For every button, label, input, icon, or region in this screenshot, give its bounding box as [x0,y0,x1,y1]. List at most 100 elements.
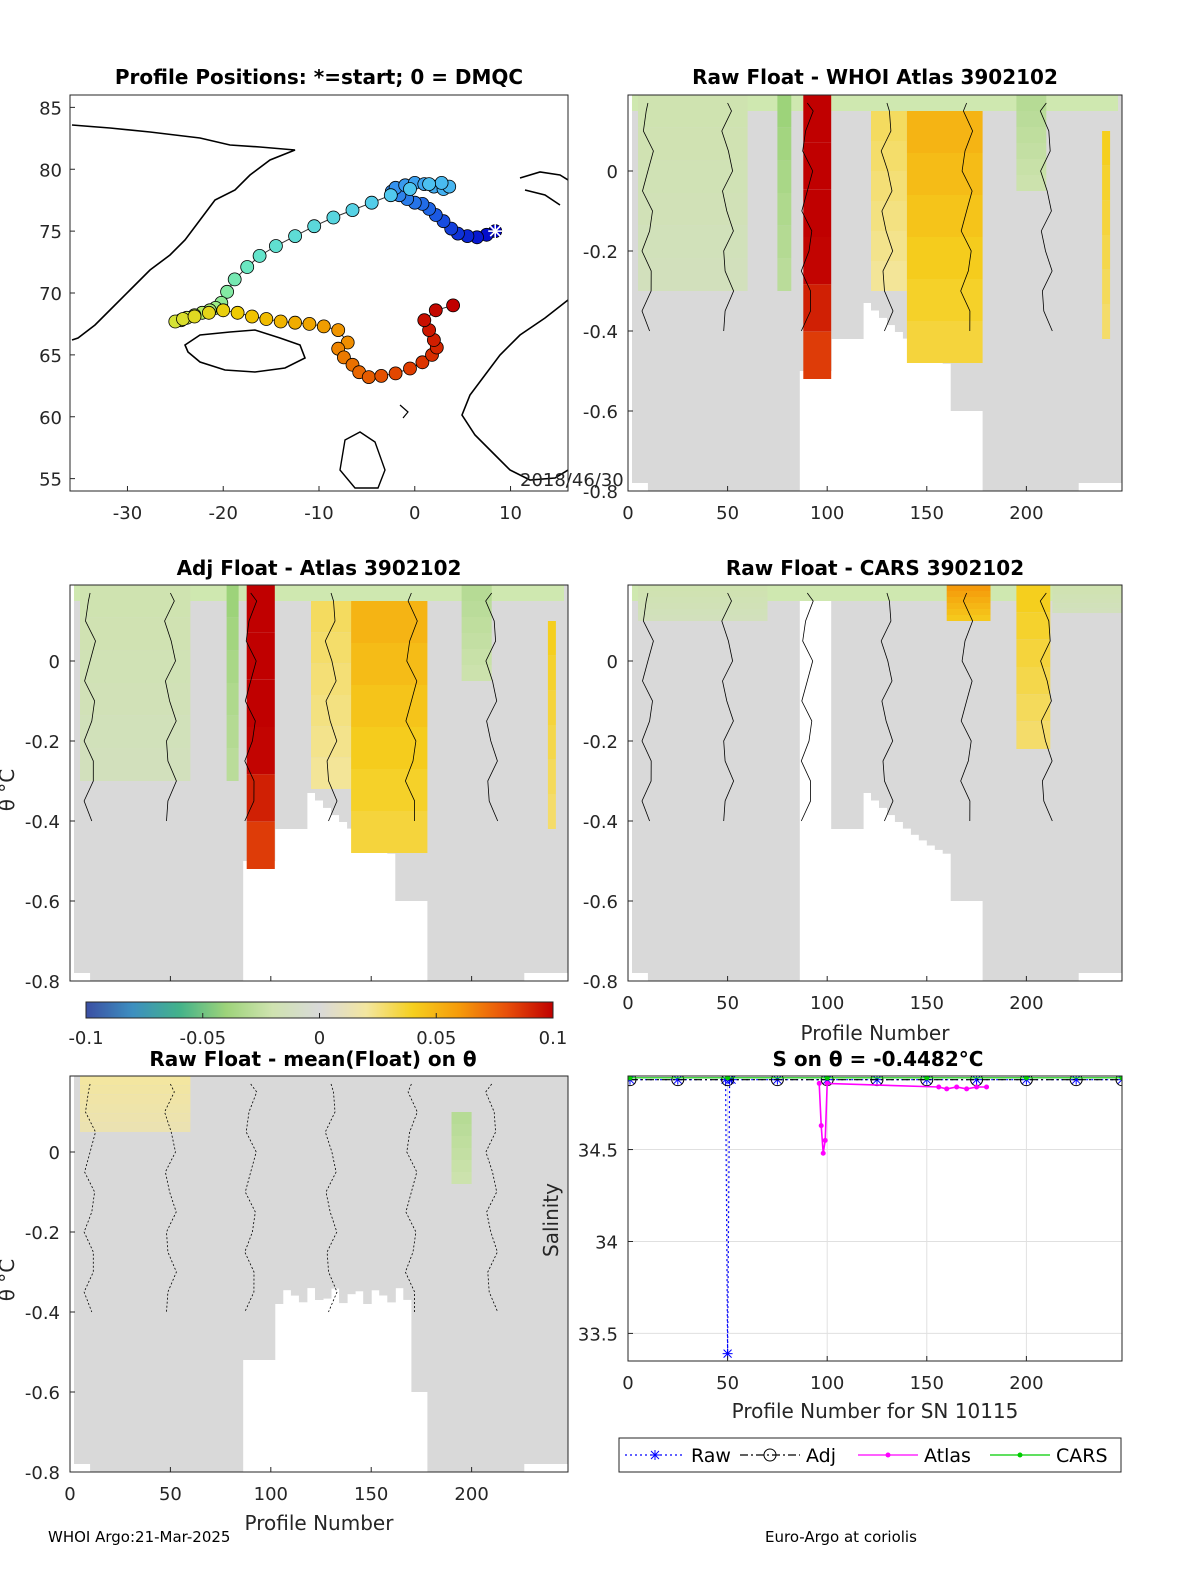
contour-line [800,592,814,822]
ytick-label: -0.6 [25,1383,60,1404]
heatmap-cell [226,617,239,651]
heatmap-cell [226,585,236,981]
profile-point [288,229,303,244]
heatmap-cell [638,193,748,226]
heatmap-cell [162,1076,171,1472]
heatmap-cell [419,1076,428,1392]
profile-point [307,219,322,234]
heatmap-cell [1016,585,1051,613]
heatmap-cell [982,585,992,981]
heatmap-cell [351,643,428,685]
salinity-title: S on θ = -0.4482°C [773,1047,984,1071]
heatmap-cell [655,95,665,491]
profile-point [446,298,461,313]
raw-cars-xlabel: Profile Number [801,1021,951,1045]
legend-marker-adj [763,1448,777,1462]
heatmap-cell [226,683,239,716]
heatmap-cell [1102,235,1111,270]
heatmap-cell [363,1076,372,1304]
heatmap-cell [451,1148,472,1160]
heatmap-cell [871,201,907,231]
map-ytick-label: 85 [39,98,62,119]
heatmap-cell [282,585,292,829]
heatmap-cell [831,95,840,339]
heatmap-cell [906,111,983,153]
legend-marker-raw [650,1450,660,1460]
series-point-atlas [816,1080,822,1086]
heatmap-cell [647,585,657,981]
series-point-atlas [936,1084,942,1090]
heatmap-cell [395,1076,404,1289]
heatmap-cell [871,585,880,801]
legend-label: CARS [1056,1445,1108,1467]
profile-point [273,314,288,329]
heatmap-cell [855,95,864,339]
heatmap-cell [499,585,509,981]
heatmap-cell [234,1076,244,1472]
xtick-label: 150 [910,503,944,524]
heatmap-cell [1052,594,1122,599]
heatmap-cell [783,95,792,491]
heatmap-cell [451,1172,472,1184]
heatmap-cell [371,1076,380,1291]
profile-point [201,305,216,320]
ytick-label: -0.4 [25,812,60,833]
heatmap-cell [863,585,872,793]
heatmap-cell [250,1076,260,1360]
heatmap-cell [435,585,444,981]
heatmap-cell [339,1076,348,1304]
heatmap-cell [777,258,792,291]
profile-point [240,260,255,274]
heatmap-cell [863,95,872,303]
heatmap-cell [122,585,131,981]
heatmap-cell [1016,667,1051,695]
heatmap-cell [775,585,784,981]
heatmap-cell [202,1076,211,1472]
ytick-label: -0.8 [25,1463,60,1484]
profile-point [434,175,449,190]
xtick-label: 200 [1009,503,1043,524]
heatmap-cell [1016,143,1047,159]
heatmap-cell [918,585,928,841]
heatmap-cell [547,655,556,691]
heatmap-cell [443,585,452,981]
heatmap-cell [547,690,556,725]
profile-point [259,312,274,326]
contour-line [485,1083,499,1313]
xtick-label: 200 [454,1484,488,1505]
profile-point [302,316,317,331]
heatmap-cell [803,331,832,379]
heatmap-cell [114,585,123,981]
series-point-atlas [964,1086,970,1092]
series-point-adj [1115,1076,1122,1087]
heatmap-cell [351,685,428,727]
salinity-ticks: 0 50 100 150 200 33.5 34 34.5 [578,1141,1044,1394]
legend-label: Atlas [924,1445,971,1467]
contour-line [83,592,96,822]
heatmap-cell [443,1076,452,1472]
contour-line [1039,592,1053,822]
heatmap-cell [638,615,768,621]
heatmap-cell [379,1076,388,1296]
heatmap-cell [210,1076,220,1472]
contour-line [880,592,894,822]
xtick-label: 100 [810,1373,844,1394]
heatmap-cell [80,1104,191,1114]
raw-cars-panel: Raw Float - CARS 3902102 0 -0.2 -0.4 -0.6 -0… [583,556,1123,1045]
ytick-label: -0.4 [583,322,618,343]
heatmap-cell [990,95,999,491]
heatmap-cell [946,591,991,597]
heatmap-cell [727,585,737,981]
coast-iceland [184,329,307,373]
heatmap-cell [74,585,83,973]
profile-point [417,313,432,328]
heatmap-cell [459,585,469,981]
heatmap-cell [90,1076,99,1472]
colorbar-tick-label: 0 [314,1028,325,1049]
heatmap-cell [803,95,832,143]
heatmap-cell [1016,694,1051,722]
heatmap-cell [632,585,641,973]
heatmap-cell [751,95,760,491]
raw-whoi-panel: Raw Float - WHOI Atlas 3902102 0 -0.2 -0.4… [583,65,1123,524]
heatmap-cell [186,585,195,981]
